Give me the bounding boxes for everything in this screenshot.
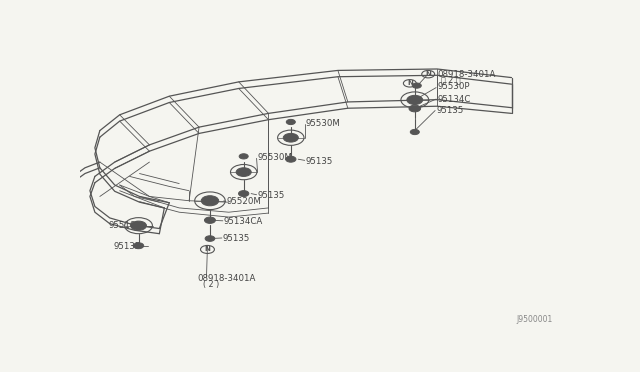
Text: 95510M: 95510M (109, 221, 143, 230)
Text: 95135: 95135 (436, 106, 463, 115)
Circle shape (284, 134, 298, 142)
Circle shape (207, 219, 212, 222)
Text: 95134C: 95134C (437, 94, 470, 103)
Circle shape (285, 156, 296, 162)
Circle shape (409, 105, 420, 112)
Circle shape (289, 121, 293, 123)
Circle shape (239, 154, 248, 159)
Text: 95530M: 95530M (257, 153, 292, 162)
Circle shape (136, 244, 141, 247)
Circle shape (412, 83, 421, 88)
Text: 08918-3401A: 08918-3401A (437, 70, 495, 78)
Circle shape (286, 119, 295, 125)
Text: J9500001: J9500001 (516, 315, 553, 324)
Text: 95135: 95135 (257, 191, 285, 200)
Circle shape (241, 192, 246, 195)
Text: N: N (425, 71, 431, 77)
Circle shape (204, 217, 216, 224)
Text: 95134CA: 95134CA (224, 217, 263, 226)
Circle shape (242, 155, 246, 157)
Circle shape (407, 95, 423, 105)
Text: 〈 2 〉: 〈 2 〉 (440, 75, 460, 84)
Text: N: N (205, 246, 211, 253)
Text: N: N (407, 80, 413, 86)
Circle shape (239, 190, 249, 196)
Circle shape (236, 168, 252, 176)
Text: 95530M: 95530M (306, 119, 340, 128)
Text: 95530P: 95530P (437, 82, 470, 91)
Circle shape (201, 196, 219, 206)
Circle shape (415, 84, 419, 87)
Text: 95520M: 95520M (227, 197, 261, 206)
Circle shape (208, 237, 212, 240)
Circle shape (412, 107, 417, 110)
Circle shape (289, 158, 293, 161)
Circle shape (413, 131, 417, 133)
Circle shape (133, 243, 144, 249)
Text: 08918-3401A: 08918-3401A (197, 274, 255, 283)
Text: 95135: 95135 (306, 157, 333, 166)
Circle shape (205, 236, 215, 241)
Text: 95135: 95135 (223, 234, 250, 243)
Text: 95135: 95135 (114, 242, 141, 251)
Circle shape (410, 129, 419, 135)
Text: ( 2 ): ( 2 ) (203, 280, 220, 289)
Circle shape (131, 221, 147, 230)
